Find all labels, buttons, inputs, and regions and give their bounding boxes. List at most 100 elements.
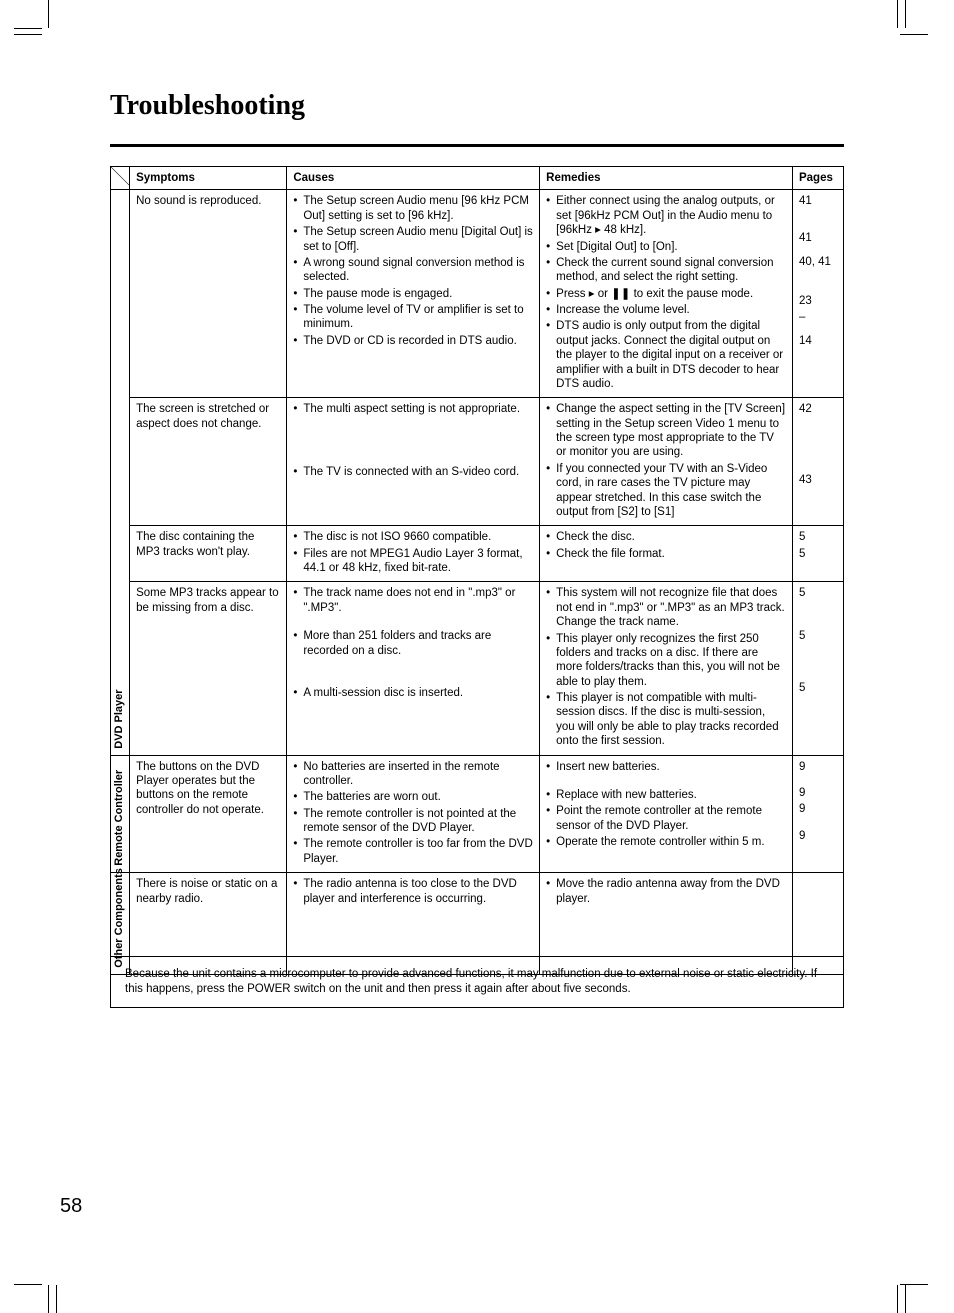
remedies-cell: Change the aspect setting in the [TV Scr… — [540, 398, 793, 526]
causes-cell: The track name does not end in ".mp3" or… — [287, 582, 540, 755]
troubleshooting-table-wrap: Symptoms Causes Remedies Pages DVD Playe… — [110, 166, 844, 975]
cause-item: The DVD or CD is recorded in DTS audio. — [293, 334, 533, 348]
remedy-item: Check the disc. — [546, 530, 786, 544]
table-row: DVD Player No sound is reproduced. The S… — [111, 190, 844, 398]
remedy-item: Increase the volume level. — [546, 303, 786, 317]
page-ref: 9 — [799, 786, 837, 800]
page-ref: 5 — [799, 629, 837, 643]
page-ref: 5 — [799, 547, 837, 561]
header-remedies: Remedies — [540, 167, 793, 190]
page-ref: 5 — [799, 586, 837, 600]
page-ref: 40, 41 — [799, 255, 837, 269]
page-ref: – — [799, 310, 837, 324]
page-ref: 9 — [799, 802, 837, 816]
page-ref: 9 — [799, 760, 837, 774]
cause-item: The disc is not ISO 9660 compatible. — [293, 530, 533, 544]
crop-mark — [905, 0, 906, 28]
remedy-item: Set [Digital Out] to [On]. — [546, 240, 786, 254]
table-row: Some MP3 tracks appear to be missing fro… — [111, 582, 844, 755]
remedy-item: This player only recognizes the first 25… — [546, 632, 786, 690]
table-row: Remote Controller The buttons on the DVD… — [111, 755, 844, 873]
symptom-cell: The buttons on the DVD Player operates b… — [130, 755, 287, 873]
crop-mark — [897, 1285, 898, 1313]
page-ref: 43 — [799, 473, 837, 487]
header-symptoms: Symptoms — [130, 167, 287, 190]
cause-item: The volume level of TV or amplifier is s… — [293, 303, 533, 332]
crop-mark — [56, 1285, 57, 1313]
category-label: Other Components — [113, 869, 127, 969]
cause-item: The multi aspect setting is not appropri… — [293, 402, 533, 416]
remedy-item: Either connect using the analog outputs,… — [546, 194, 786, 237]
cause-item: A multi-session disc is inserted. — [293, 686, 533, 700]
cause-item: No batteries are inserted in the remote … — [293, 760, 533, 789]
remedy-item: If you connected your TV with an S-Video… — [546, 462, 786, 520]
pages-cell: 41 41 40, 41 23 – 14 — [792, 190, 843, 398]
table-row: The disc containing the MP3 tracks won't… — [111, 526, 844, 582]
note-text: Because the unit contains a microcompute… — [125, 968, 817, 995]
cause-item: More than 251 folders and tracks are rec… — [293, 629, 533, 658]
cause-item: Files are not MPEG1 Audio Layer 3 format… — [293, 547, 533, 576]
page-ref: 42 — [799, 402, 837, 416]
causes-cell: The disc is not ISO 9660 compatible. Fil… — [287, 526, 540, 582]
page-number: 58 — [60, 1195, 82, 1218]
crop-mark — [48, 1285, 49, 1313]
remedy-item: Point the remote controller at the remot… — [546, 804, 786, 833]
remedies-cell: Insert new batteries. Replace with new b… — [540, 755, 793, 873]
category-label: DVD Player — [113, 689, 127, 748]
header-pages: Pages — [792, 167, 843, 190]
crop-mark — [905, 1285, 906, 1313]
page-title: Troubleshooting — [110, 90, 305, 122]
header-causes: Causes — [287, 167, 540, 190]
cause-item: A wrong sound signal conversion method i… — [293, 256, 533, 285]
table-row: The screen is stretched or aspect does n… — [111, 398, 844, 526]
symptom-cell: The disc containing the MP3 tracks won't… — [130, 526, 287, 582]
remedy-item: Insert new batteries. — [546, 760, 786, 774]
causes-cell: No batteries are inserted in the remote … — [287, 755, 540, 873]
pages-cell: 42 43 — [792, 398, 843, 526]
crop-mark — [48, 0, 49, 28]
pages-cell: 5 5 — [792, 526, 843, 582]
remedies-cell: Check the disc. Check the file format. — [540, 526, 793, 582]
cause-item: The Setup screen Audio menu [96 kHz PCM … — [293, 194, 533, 223]
category-dvd-player: DVD Player — [111, 190, 130, 755]
symptom-cell: Some MP3 tracks appear to be missing fro… — [130, 582, 287, 755]
crop-mark — [14, 34, 42, 35]
cause-item: The pause mode is engaged. — [293, 287, 533, 301]
page-ref: 41 — [799, 194, 837, 208]
cause-item: The batteries are worn out. — [293, 790, 533, 804]
remedies-cell: This system will not recognize file that… — [540, 582, 793, 755]
remedies-cell: Either connect using the analog outputs,… — [540, 190, 793, 398]
remedy-item: Move the radio antenna away from the DVD… — [546, 877, 786, 906]
crop-mark — [897, 0, 898, 28]
page-ref: 23 — [799, 294, 837, 308]
category-remote-controller: Remote Controller — [111, 755, 130, 873]
table-header-row: Symptoms Causes Remedies Pages — [111, 167, 844, 190]
page-ref: 5 — [799, 530, 837, 544]
crop-mark — [14, 28, 42, 29]
causes-cell: The multi aspect setting is not appropri… — [287, 398, 540, 526]
pages-cell: 5 5 5 — [792, 582, 843, 755]
symptom-cell: The screen is stretched or aspect does n… — [130, 398, 287, 526]
note-box: Because the unit contains a microcompute… — [110, 956, 844, 1008]
page-ref — [799, 877, 837, 891]
crop-mark — [14, 1284, 42, 1285]
remedy-item: This player is not compatible with multi… — [546, 691, 786, 749]
page-ref: 14 — [799, 334, 837, 348]
remedy-item: Check the current sound signal conversio… — [546, 256, 786, 285]
remedy-item: DTS audio is only output from the digita… — [546, 319, 786, 391]
crop-mark — [900, 34, 928, 35]
header-diagonal — [111, 167, 130, 190]
page-ref: 5 — [799, 681, 837, 695]
category-label: Remote Controller — [113, 770, 127, 866]
pages-cell: 9 9 9 9 — [792, 755, 843, 873]
cause-item: The radio antenna is too close to the DV… — [293, 877, 533, 906]
remedy-item: Replace with new batteries. — [546, 788, 786, 802]
causes-cell: The Setup screen Audio menu [96 kHz PCM … — [287, 190, 540, 398]
symptom-cell: No sound is reproduced. — [130, 190, 287, 398]
remedy-item: Change the aspect setting in the [TV Scr… — [546, 402, 786, 460]
remedy-item: Check the file format. — [546, 547, 786, 561]
page-ref: 41 — [799, 231, 837, 245]
cause-item: The Setup screen Audio menu [Digital Out… — [293, 225, 533, 254]
remedy-item: This system will not recognize file that… — [546, 586, 786, 629]
page-ref: 9 — [799, 829, 837, 843]
